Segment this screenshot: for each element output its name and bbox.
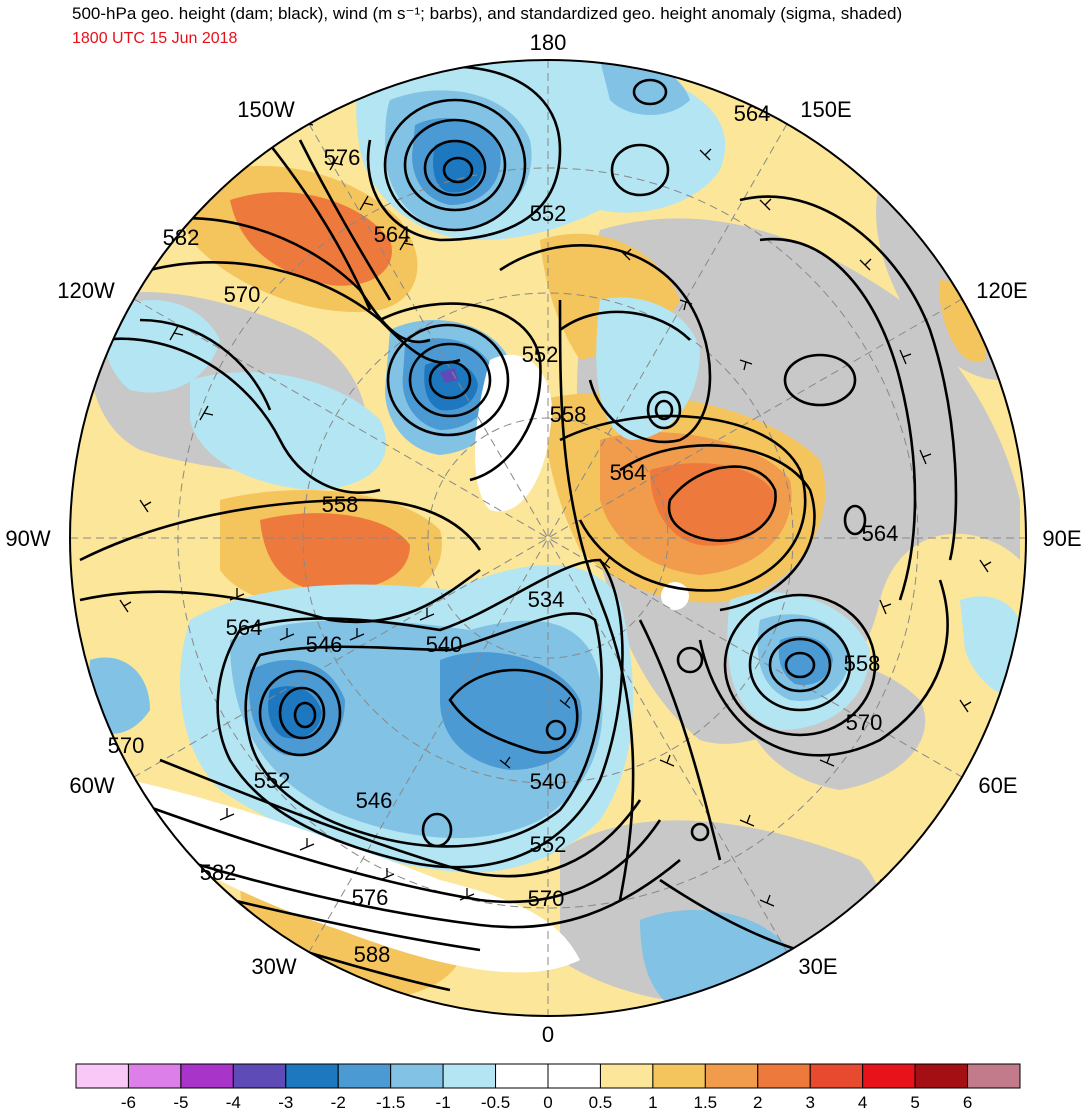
colorbar-box <box>704 1063 759 1089</box>
colorbar-tick-label: 0.5 <box>589 1093 613 1112</box>
lon-label-150e: 150E <box>800 97 851 122</box>
contour-label: 582 <box>163 225 200 250</box>
lon-label-0: 0 <box>542 1022 554 1047</box>
colorbar-tick-label: 3 <box>805 1093 814 1112</box>
colorbar-tick-label: -0.5 <box>481 1093 510 1112</box>
contour-label: 546 <box>356 788 393 813</box>
colorbar-boxes <box>75 1063 1021 1089</box>
contour-labels: 576 582 564 570 564 552 552 564 558 558 … <box>108 101 899 967</box>
contour-label: 582 <box>200 860 237 885</box>
colorbar-box <box>967 1063 1021 1089</box>
colorbar-tick-label: -1.5 <box>376 1093 405 1112</box>
colorbar-ticks: -6 -5 -4 -3 -2 -1.5 -1 -0.5 0 0.5 1 1.5 2 3 4 5 6 <box>121 1093 972 1112</box>
chart-title: 500-hPa geo. height (dam; black), wind (… <box>72 4 903 23</box>
contour-label: 558 <box>844 651 881 676</box>
colorbar-box <box>495 1063 549 1089</box>
colorbar-box <box>547 1063 601 1089</box>
contour-label: 570 <box>224 282 261 307</box>
lon-label-180: 180 <box>530 30 567 55</box>
contour-label: 552 <box>522 342 559 367</box>
colorbar-tick-label: 1 <box>648 1093 657 1112</box>
chart-datetime: 1800 UTC 15 Jun 2018 <box>72 30 238 47</box>
colorbar-tick-label: -5 <box>173 1093 188 1112</box>
contour-label: 564 <box>226 615 263 640</box>
colorbar-tick-label: 6 <box>963 1093 972 1112</box>
colorbar-tick-label: -6 <box>121 1093 136 1112</box>
colorbar-tick-label: -3 <box>278 1093 293 1112</box>
contour-label: 576 <box>352 885 389 910</box>
lon-label-120e: 120E <box>976 278 1027 303</box>
colorbar-box <box>127 1063 182 1089</box>
colorbar-tick-label: 1.5 <box>694 1093 718 1112</box>
contour-label: 558 <box>322 492 359 517</box>
colorbar-box <box>862 1063 916 1089</box>
colorbar-tick-label: -2 <box>331 1093 346 1112</box>
colorbar-tick-label: 4 <box>858 1093 867 1112</box>
colorbar-box <box>809 1063 864 1089</box>
lon-label-120w: 120W <box>57 278 115 303</box>
colorbar-box <box>757 1063 811 1089</box>
contour-label: 576 <box>324 145 361 170</box>
colorbar-tick-label: -4 <box>226 1093 241 1112</box>
contour-label: 534 <box>528 587 565 612</box>
contour-label: 564 <box>734 101 771 126</box>
contour-label: 552 <box>530 201 567 226</box>
contour-label: 540 <box>530 769 567 794</box>
contour-label: 588 <box>354 942 391 967</box>
colorbar-box <box>75 1063 129 1089</box>
colorbar: -6 -5 -4 -3 -2 -1.5 -1 -0.5 0 0.5 1 1.5 2 3 4 5 6 <box>75 1063 1021 1112</box>
colorbar-box <box>180 1063 234 1089</box>
lon-label-60e: 60E <box>978 773 1017 798</box>
lon-label-150w: 150W <box>237 97 295 122</box>
lon-label-30e: 30E <box>798 954 837 979</box>
lon-label-90w: 90W <box>5 526 50 551</box>
contour-label: 540 <box>426 632 463 657</box>
colorbar-box <box>599 1063 654 1089</box>
contour-label: 564 <box>862 521 899 546</box>
lon-label-30w: 30W <box>251 954 296 979</box>
contour-label: 564 <box>610 460 647 485</box>
colorbar-box <box>914 1063 969 1089</box>
colorbar-tick-label: -1 <box>436 1093 451 1112</box>
lon-label-60w: 60W <box>69 773 114 798</box>
contour-label: 570 <box>528 886 565 911</box>
polar-map: 180 150E 120E 90E 60E 30E 0 30W 60W 90W … <box>5 30 1081 1047</box>
colorbar-box <box>442 1063 497 1089</box>
colorbar-box <box>652 1063 706 1089</box>
colorbar-tick-label: 5 <box>910 1093 919 1112</box>
colorbar-box <box>232 1063 287 1089</box>
contour-label: 558 <box>550 402 587 427</box>
colorbar-tick-label: 0 <box>543 1093 552 1112</box>
colorbar-box <box>390 1063 444 1089</box>
contour-label: 546 <box>306 632 343 657</box>
contour-label: 570 <box>846 710 883 735</box>
longitude-labels: 180 150E 120E 90E 60E 30E 0 30W 60W 90W … <box>5 30 1081 1047</box>
height-contours <box>79 65 958 992</box>
map-boundary <box>69 59 1027 1017</box>
lon-label-90e: 90E <box>1042 526 1081 551</box>
colorbar-box <box>285 1063 339 1089</box>
contour-label: 552 <box>254 768 291 793</box>
contour-label: 570 <box>108 733 145 758</box>
contour-label: 552 <box>530 832 567 857</box>
colorbar-tick-label: 2 <box>753 1093 762 1112</box>
colorbar-box <box>337 1063 392 1089</box>
contour-label: 564 <box>374 222 411 247</box>
